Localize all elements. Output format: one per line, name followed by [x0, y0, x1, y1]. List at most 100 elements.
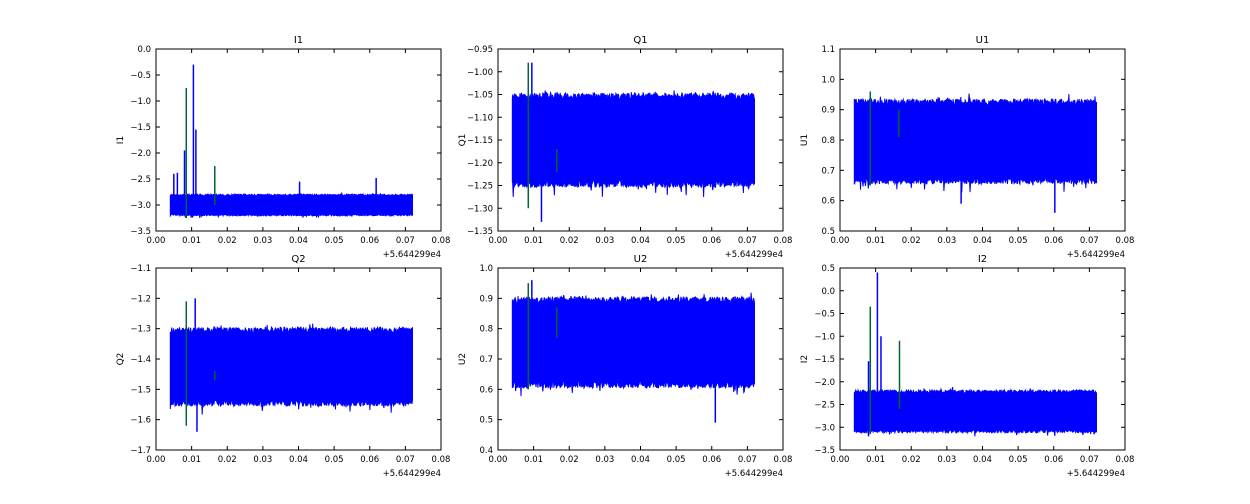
x-tick-label: 0.03	[937, 236, 956, 246]
signal-band	[511, 90, 755, 198]
x-tick-label: 0.01	[524, 455, 543, 465]
signal-band	[511, 292, 755, 397]
y-tick-label: −1.6	[130, 416, 151, 426]
x-tick-label: 0.07	[738, 236, 757, 246]
x-tick-label: 0.06	[702, 236, 721, 246]
y-tick-label: 0.5	[479, 416, 493, 426]
x-tick-label: 0.02	[560, 455, 579, 465]
y-tick-label: −0.95	[467, 45, 493, 55]
y-tick-label: −1.0	[814, 332, 835, 342]
y-tick-label: 0.0	[137, 45, 151, 55]
y-tick-label: −1.20	[467, 159, 493, 169]
x-tick-label: 0.01	[182, 455, 201, 465]
y-tick-label: −1.05	[467, 91, 493, 101]
y-tick-label: 0.8	[821, 136, 835, 146]
x-tick-label: 0.07	[396, 236, 415, 246]
x-tick-label: 0.05	[325, 236, 344, 246]
y-tick-label: −1.35	[467, 227, 493, 237]
y-tick-label: −2.0	[130, 149, 151, 159]
y-tick-label: 0.9	[479, 294, 493, 304]
x-tick-label: 0.00	[831, 236, 850, 246]
y-tick-label: −2.5	[130, 175, 151, 185]
x-tick-label: 0.06	[360, 455, 379, 465]
x-offset-label: +5.644299e4	[1067, 469, 1125, 479]
x-tick-label: 0.04	[631, 455, 650, 465]
signal-band	[853, 386, 1097, 437]
x-tick-label: 0.02	[218, 236, 237, 246]
x-offset-label: +5.644299e4	[1067, 250, 1125, 260]
x-tick-label: 0.00	[489, 236, 508, 246]
y-tick-label: −1.5	[130, 385, 151, 395]
subplot-title: Q1	[633, 35, 647, 46]
subplot-i2: 0.00 0.01 0.02 0.03 0.04 0.05 0.06 0.07 0.08 +5.6…	[800, 254, 1134, 479]
y-tick-label: −1.2	[130, 294, 151, 304]
signal-band	[169, 323, 413, 415]
x-tick-label: 0.07	[1080, 455, 1099, 465]
x-tick-label: 0.06	[360, 236, 379, 246]
x-tick-label: 0.08	[432, 236, 451, 246]
y-tick-label: −1.7	[130, 446, 151, 456]
x-tick-label: 0.03	[595, 236, 614, 246]
x-tick-label: 0.04	[289, 236, 308, 246]
x-tick-label: 0.00	[831, 455, 850, 465]
y-tick-label: 0.0	[821, 287, 835, 297]
subplot-title: U2	[634, 254, 648, 265]
x-tick-label: 0.04	[631, 236, 650, 246]
y-tick-label: 0.7	[821, 166, 835, 176]
y-tick-label: −1.15	[467, 136, 493, 146]
x-tick-label: 0.05	[325, 455, 344, 465]
y-tick-label: −1.1	[130, 264, 151, 274]
x-tick-label: 0.05	[1009, 455, 1028, 465]
x-offset-label: +5.644299e4	[725, 469, 783, 479]
y-tick-label: −1.00	[467, 68, 493, 78]
y-tick-label: −2.0	[814, 378, 835, 388]
x-tick-label: 0.04	[973, 455, 992, 465]
y-tick-label: 0.4	[479, 446, 493, 456]
x-tick-label: 0.05	[1009, 236, 1028, 246]
y-tick-label: −1.10	[467, 113, 493, 123]
y-axis-label: U1	[800, 134, 810, 146]
subplot-title: Q2	[291, 254, 305, 265]
y-tick-label: −1.0	[130, 97, 151, 107]
x-tick-label: 0.05	[667, 236, 686, 246]
y-tick-label: 1.0	[479, 264, 493, 274]
x-tick-label: 0.00	[489, 455, 508, 465]
y-tick-label: 0.7	[479, 355, 493, 365]
x-tick-label: 0.04	[973, 236, 992, 246]
y-tick-label: 0.9	[821, 106, 835, 116]
signal-band	[169, 191, 413, 219]
y-tick-label: −3.5	[130, 227, 151, 237]
y-axis-label: U2	[458, 353, 468, 365]
x-tick-label: 0.03	[937, 455, 956, 465]
y-tick-label: −1.4	[130, 355, 151, 365]
y-tick-label: 0.8	[479, 325, 493, 335]
y-tick-label: −1.5	[814, 355, 835, 365]
x-tick-label: 0.05	[667, 455, 686, 465]
y-tick-label: 0.5	[821, 264, 835, 274]
y-tick-label: −2.5	[814, 401, 835, 411]
subplot-q1: 0.00 0.01 0.02 0.03 0.04 0.05 0.06 0.07 0.08 +5.6…	[458, 35, 792, 260]
x-tick-label: 0.06	[1044, 455, 1063, 465]
x-tick-label: 0.06	[1044, 236, 1063, 246]
y-axis-label: Q1	[458, 134, 468, 147]
y-tick-label: 1.0	[821, 75, 835, 85]
subplot-u1: 0.00 0.01 0.02 0.03 0.04 0.05 0.06 0.07 0.08 +5.6…	[800, 35, 1134, 260]
x-tick-label: 0.02	[218, 455, 237, 465]
x-tick-label: 0.00	[147, 236, 166, 246]
y-tick-label: 0.5	[821, 227, 835, 237]
y-tick-label: −0.5	[130, 71, 151, 81]
x-tick-label: 0.03	[595, 455, 614, 465]
y-tick-label: 0.6	[479, 385, 493, 395]
subplot-i1: 0.00 0.01 0.02 0.03 0.04 0.05 0.06 0.07 0.08 +5.6…	[116, 35, 450, 260]
x-tick-label: 0.08	[432, 455, 451, 465]
y-tick-label: −1.5	[130, 123, 151, 133]
x-tick-label: 0.07	[1080, 236, 1099, 246]
y-tick-label: −3.0	[130, 201, 151, 211]
subplot-title: U1	[976, 35, 990, 46]
x-tick-label: 0.07	[738, 455, 757, 465]
x-tick-label: 0.02	[560, 236, 579, 246]
y-tick-label: −0.5	[814, 310, 835, 320]
x-tick-label: 0.02	[902, 236, 921, 246]
x-tick-label: 0.02	[902, 455, 921, 465]
